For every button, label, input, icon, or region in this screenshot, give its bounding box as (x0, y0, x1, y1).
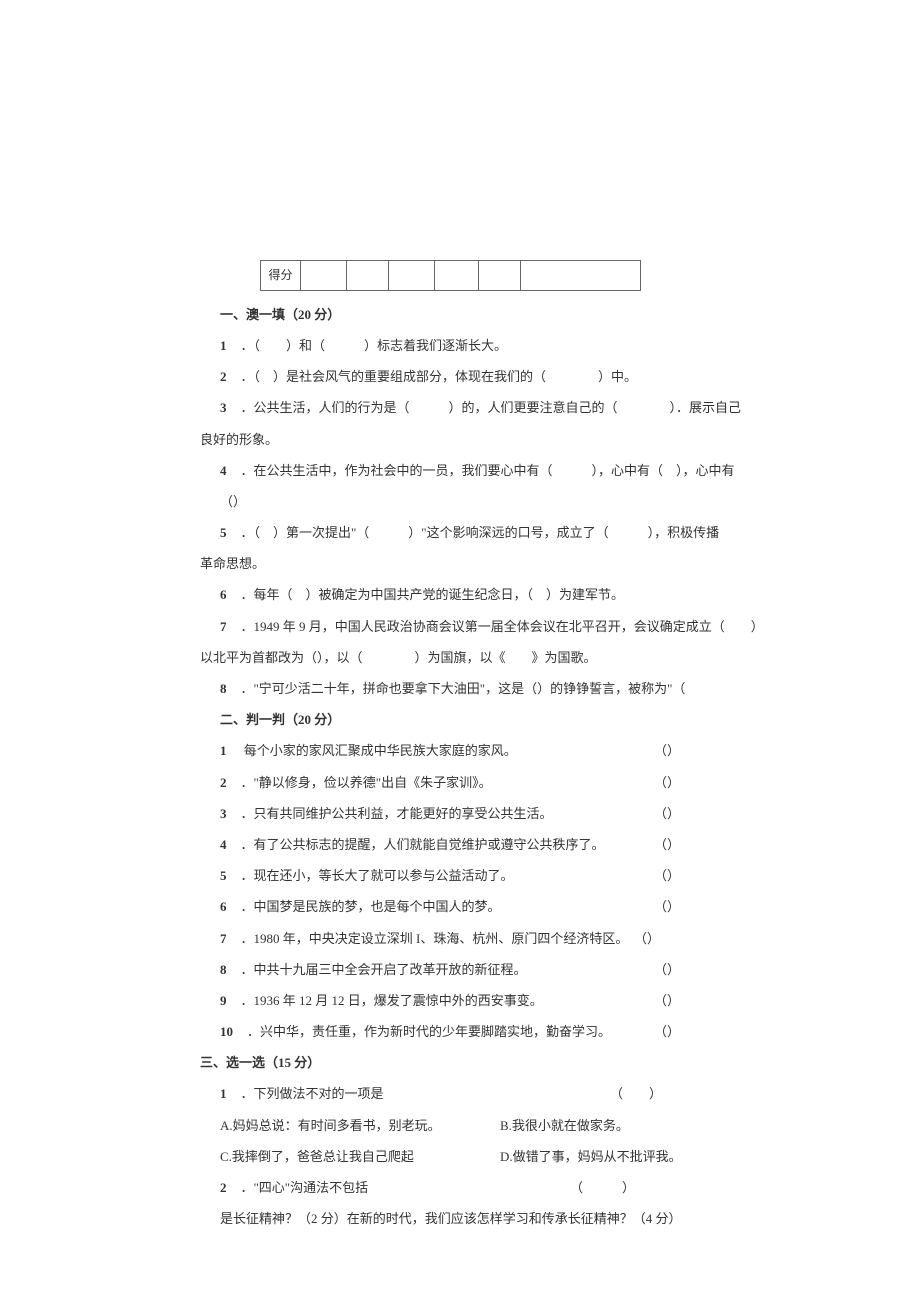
judge-paren: （） (654, 985, 760, 1016)
item-text: ．现在还小，等长大了就可以参与公益活动了。 (241, 868, 514, 883)
fill-item-3-cont: 良好的形象。 (200, 424, 760, 455)
judge-paren: （） (654, 891, 760, 922)
choice-item-1: 1 ．下列做法不对的一项是 （ ） (220, 1078, 760, 1109)
tail-text: 是长征精神？（2 分）在新的时代，我们应该怎样学习和传承长征精神？（4 分） (220, 1203, 760, 1234)
choice-a: A.妈妈总说：有时间多看书，别老玩。 (220, 1110, 500, 1141)
judge-item-6: 6 ．中国梦是民族的梦，也是每个中国人的梦。 （） (220, 891, 760, 922)
judge-paren: （） (654, 798, 760, 829)
judge-item-7: 7 ．1980 年，中央决定设立深圳 I、珠海、杭州、原门四个经济特区。 （） (220, 923, 760, 954)
choice-paren: （ ） (570, 1172, 635, 1203)
item-text: ．"静以修身，俭以养德"出自《朱子家训》。 (241, 775, 492, 790)
item-number: 6 (220, 587, 227, 602)
fill-item-1: 1 ．（ ）和（ ）标志着我们逐渐长大。 (220, 330, 760, 361)
item-text: ．只有共同维护公共利益，才能更好的享受公共生活。 (241, 806, 553, 821)
item-number: 2 (220, 775, 227, 790)
choice-d: D.做错了事，妈妈从不批评我。 (500, 1141, 682, 1172)
item-text: ．"宁可少活二十年，拼命也要拿下大油田"，这是（）的铮铮誓言，被称为"（ (241, 681, 686, 696)
choice-paren: （ ） (610, 1078, 662, 1109)
item-text: ．每年（ ）被确定为中国共产党的诞生纪念日，（ ）为建军节。 (241, 587, 625, 602)
choice-item-2: 2 ．"四心"沟通法不包括 （ ） (220, 1172, 760, 1203)
judge-item-2: 2 ．"静以修身，俭以养德"出自《朱子家训》。 （） (220, 767, 760, 798)
score-label-cell: 得分 (261, 261, 301, 291)
judge-paren: （） (654, 829, 760, 860)
item-number: 7 (220, 931, 227, 946)
item-number: 2 (220, 369, 227, 384)
item-number: 3 (220, 400, 227, 415)
score-cell (521, 261, 641, 291)
score-cell (389, 261, 435, 291)
item-text: ．1949 年 9 月，中国人民政治协商会议第一届全体会议在北平召开，会议确定成… (241, 619, 764, 634)
judge-item-9: 9 ．1936 年 12 月 12 日，爆发了震惊中外的西安事变。 （） (220, 985, 760, 1016)
item-number: 9 (220, 993, 227, 1008)
judge-paren: （） (654, 1016, 760, 1047)
score-cell (479, 261, 521, 291)
choice-options-row: C.我摔倒了，爸爸总让我自己爬起D.做错了事，妈妈从不批评我。 (220, 1141, 760, 1172)
item-text: ．中国梦是民族的梦，也是每个中国人的梦。 (241, 899, 501, 914)
fill-item-3: 3 ．公共生活，人们的行为是（ ）的，人们更要注意自己的（ ）．展示自己 (220, 392, 760, 423)
judge-item-10: 10 ．兴中华，责任重，作为新时代的少年要脚踏实地，勤奋学习。 （） (220, 1016, 760, 1047)
section-3-title: 三、选一选（15 分） (200, 1047, 760, 1078)
judge-paren: （） (654, 954, 760, 985)
score-cell (301, 261, 347, 291)
judge-paren: （） (634, 923, 760, 954)
item-number: 8 (220, 962, 227, 977)
item-text: ．"四心"沟通法不包括 (241, 1180, 369, 1195)
item-number: 8 (220, 681, 227, 696)
item-number: 2 (220, 1180, 227, 1195)
judge-paren: （） (654, 735, 760, 766)
item-text: ．兴中华，责任重，作为新时代的少年要脚踏实地，勤奋学习。 (247, 1024, 611, 1039)
fill-item-7-cont: 以北平为首都改为（），以（ ）为国旗，以《 》为国歌。 (200, 642, 760, 673)
judge-item-4: 4 ．有了公共标志的提醒，人们就能自觉维护或遵守公共秩序了。 （） (220, 829, 760, 860)
fill-item-5: 5 ．（ ）第一次提出"（ ）"这个影响深远的口号，成立了（ ），积极传播 (220, 517, 760, 548)
fill-item-2: 2 ．（ ）是社会风气的重要组成部分，体现在我们的（ ）中。 (220, 361, 760, 392)
item-number: 5 (220, 525, 227, 540)
item-text: ．（ ）是社会风气的重要组成部分，体现在我们的（ ）中。 (241, 369, 638, 384)
item-number: 1 (220, 1086, 227, 1101)
item-text: ．1936 年 12 月 12 日，爆发了震惊中外的西安事变。 (241, 993, 543, 1008)
judge-paren: （） (654, 767, 760, 798)
item-text: ．在公共生活中，作为社会中的一员，我们要心中有（ ），心中有（ ），心中有 (241, 463, 735, 478)
item-number: 4 (220, 463, 227, 478)
fill-item-6: 6 ．每年（ ）被确定为中国共产党的诞生纪念日，（ ）为建军节。 (220, 579, 760, 610)
item-text: ．有了公共标志的提醒，人们就能自觉维护或遵守公共秩序了。 (241, 837, 605, 852)
judge-item-1: 1 每个小家的家风汇聚成中华民族大家庭的家风。 （） (220, 735, 760, 766)
item-text: ．下列做法不对的一项是 (241, 1086, 384, 1101)
fill-item-7: 7．1949 年 9 月，中国人民政治协商会议第一届全体会议在北平召开，会议确定… (220, 611, 760, 642)
item-number: 7 (220, 619, 227, 634)
item-text: ．中共十九届三中全会开启了改革开放的新征程。 (241, 962, 527, 977)
score-cell (435, 261, 479, 291)
item-number: 10 (220, 1024, 233, 1039)
fill-item-5-cont: 革命思想。 (200, 548, 760, 579)
choice-options-row: A.妈妈总说：有时间多看书，别老玩。B.我很小就在做家务。 (220, 1110, 760, 1141)
judge-item-8: 8 ．中共十九届三中全会开启了改革开放的新征程。 （） (220, 954, 760, 985)
item-text: ．（ ）第一次提出"（ ）"这个影响深远的口号，成立了（ ），积极传播 (241, 525, 720, 540)
fill-item-4-cont: （） (220, 486, 760, 517)
table-row: 得分 (261, 261, 641, 291)
section-2-title: 二、判一判（20 分） (220, 704, 760, 735)
judge-item-3: 3 ．只有共同维护公共利益，才能更好的享受公共生活。 （） (220, 798, 760, 829)
fill-item-4: 4 ．在公共生活中，作为社会中的一员，我们要心中有（ ），心中有（ ），心中有 (220, 455, 760, 486)
choice-b: B.我很小就在做家务。 (500, 1110, 629, 1141)
judge-item-5: 5 ．现在还小，等长大了就可以参与公益活动了。 （） (220, 860, 760, 891)
item-number: 1 (220, 743, 227, 758)
judge-paren: （） (654, 860, 760, 891)
score-cell (347, 261, 389, 291)
item-number: 3 (220, 806, 227, 821)
choice-c: C.我摔倒了，爸爸总让我自己爬起 (220, 1141, 500, 1172)
item-number: 6 (220, 899, 227, 914)
item-number: 5 (220, 868, 227, 883)
score-table: 得分 (260, 260, 641, 291)
item-text: ．1980 年，中央决定设立深圳 I、珠海、杭州、原门四个经济特区。 (241, 931, 629, 946)
item-text: 每个小家的家风汇聚成中华民族大家庭的家风。 (241, 743, 517, 758)
item-text: ．公共生活，人们的行为是（ ）的，人们更要注意自己的（ ）．展示自己 (241, 400, 742, 415)
item-number: 4 (220, 837, 227, 852)
item-text: ．（ ）和（ ）标志着我们逐渐长大。 (241, 338, 508, 353)
fill-item-8: 8 ．"宁可少活二十年，拼命也要拿下大油田"，这是（）的铮铮誓言，被称为"（ (220, 673, 760, 704)
item-number: 1 (220, 338, 227, 353)
section-1-title: 一、澳一填（20 分） (220, 299, 760, 330)
